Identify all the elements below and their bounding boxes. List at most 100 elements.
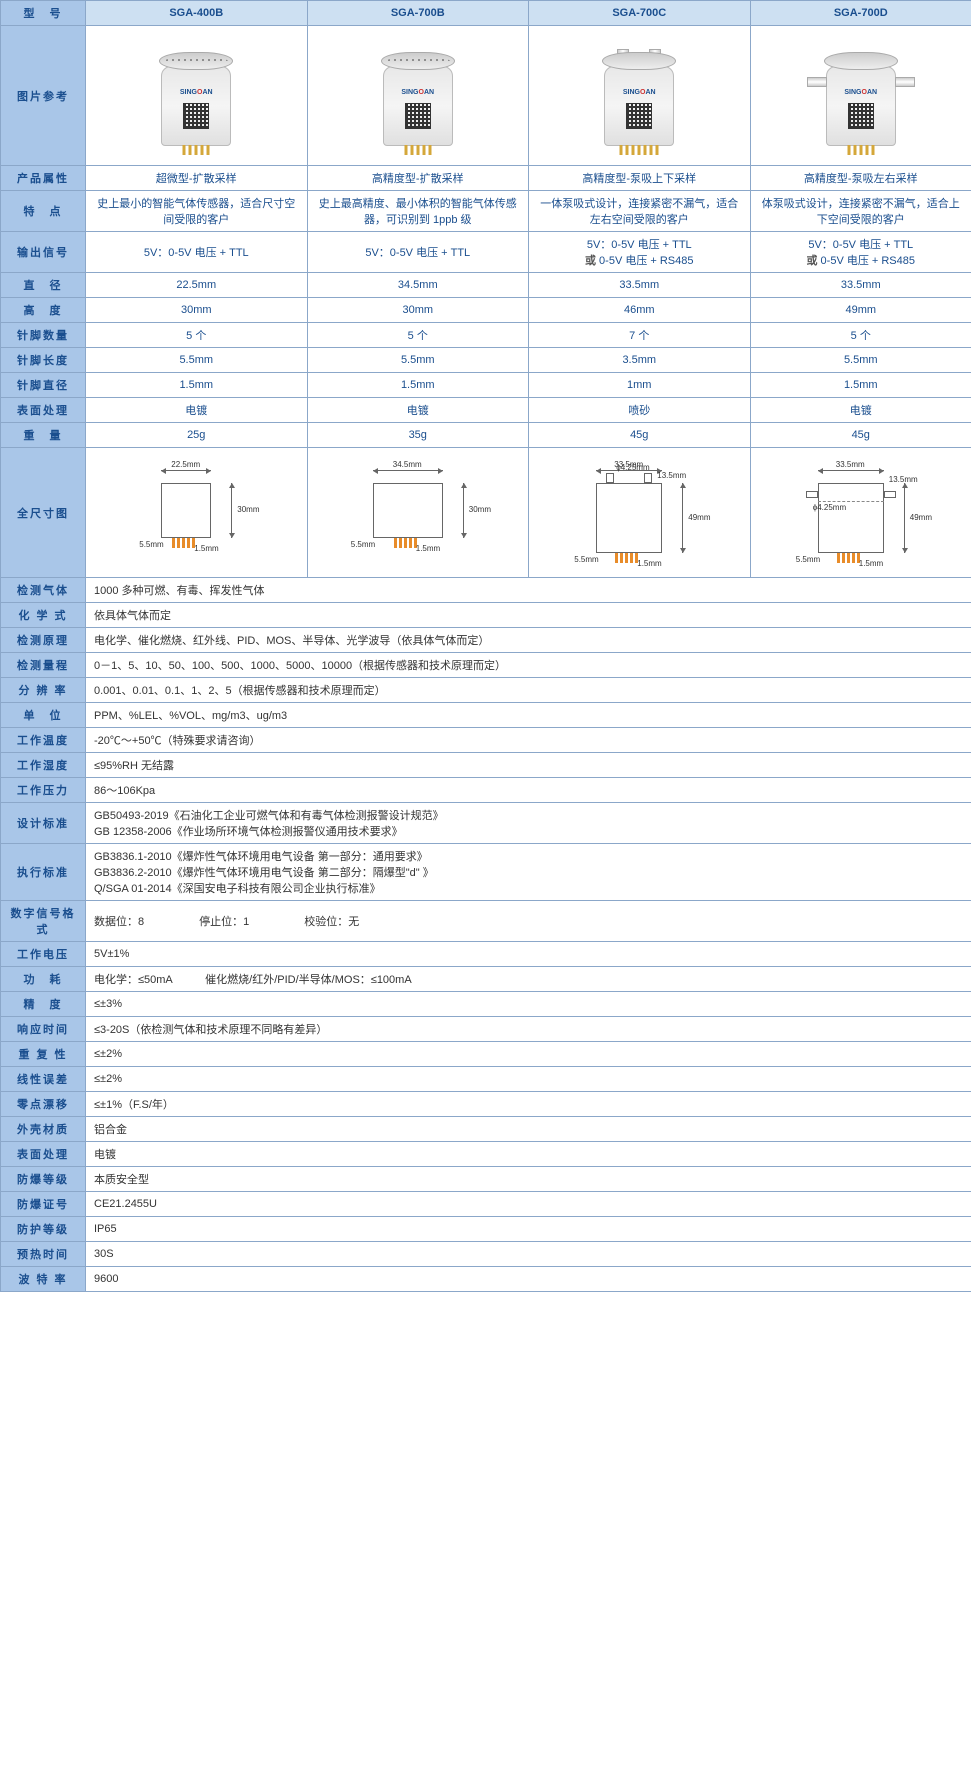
label-weight: 重 量 xyxy=(1,423,86,448)
val-formula: 依具体气体而定 xyxy=(86,603,971,628)
label-expl_cert: 防爆证号 xyxy=(1,1192,86,1217)
model-0: SGA-400B xyxy=(86,1,308,26)
output-1: 5V：0-5V 电压 + TTL xyxy=(307,232,529,273)
val-power: 电化学：≤50mA 催化燃烧/红外/PID/半导体/MOS：≤100mA xyxy=(86,967,971,992)
label-range: 检测量程 xyxy=(1,653,86,678)
label-expl_grade: 防爆等级 xyxy=(1,1167,86,1192)
label-work_temp: 工作温度 xyxy=(1,728,86,753)
label-surface2: 表面处理 xyxy=(1,1142,86,1167)
label-unit: 单 位 xyxy=(1,703,86,728)
label-pin_len: 针脚长度 xyxy=(1,348,86,373)
val-unit: PPM、%LEL、%VOL、mg/m3、ug/m3 xyxy=(86,703,971,728)
label-pin_dia: 针脚直径 xyxy=(1,373,86,398)
image-0: SINGOAN xyxy=(86,26,308,166)
val-accuracy: ≤±3% xyxy=(86,992,971,1017)
label-design_std: 设计标准 xyxy=(1,803,86,844)
val-linear: ≤±2% xyxy=(86,1067,971,1092)
label-feature: 特 点 xyxy=(1,191,86,232)
surface-0: 电镀 xyxy=(86,398,308,423)
label-height: 高 度 xyxy=(1,298,86,323)
label-accuracy: 精 度 xyxy=(1,992,86,1017)
image-3: SINGOAN xyxy=(750,26,971,166)
label-ip: 防护等级 xyxy=(1,1217,86,1242)
feature-0: 史上最小的智能气体传感器，适合尺寸空间受限的客户 xyxy=(86,191,308,232)
label-principle: 检测原理 xyxy=(1,628,86,653)
diagram-2: 33.5mm 13.5mm ϕ4.25mm 49mm 5.5mm 1.5mm xyxy=(529,448,751,578)
label-output: 输出信号 xyxy=(1,232,86,273)
output-3: 5V：0-5V 电压 + TTL或 0-5V 电压 + RS485 xyxy=(750,232,971,273)
label-pin_count: 针脚数量 xyxy=(1,323,86,348)
label-resolution: 分 辨 率 xyxy=(1,678,86,703)
val-shell: 铝合金 xyxy=(86,1117,971,1142)
label-zero: 零点漂移 xyxy=(1,1092,86,1117)
val-work_hum: ≤95%RH 无结露 xyxy=(86,753,971,778)
feature-3: 体泵吸式设计，连接紧密不漏气，适合上下空间受限的客户 xyxy=(750,191,971,232)
output-2: 5V：0-5V 电压 + TTL或 0-5V 电压 + RS485 xyxy=(529,232,751,273)
weight-2: 45g xyxy=(529,423,751,448)
val-resolution: 0.001、0.01、0.1、1、2、5（根据传感器和技术原理而定） xyxy=(86,678,971,703)
label-power: 功 耗 xyxy=(1,967,86,992)
label-exec_std: 执行标准 xyxy=(1,844,86,901)
val-gas: 1000 多种可燃、有毒、挥发性气体 xyxy=(86,578,971,603)
val-exec_std: GB3836.1-2010《爆炸性气体环境用电气设备 第一部分：通用要求》GB3… xyxy=(86,844,971,901)
val-design_std: GB50493-2019《石油化工企业可燃气体和有毒气体检测报警设计规范》GB … xyxy=(86,803,971,844)
model-2: SGA-700C xyxy=(529,1,751,26)
diagram-1: 34.5mm 30mm 5.5mm 1.5mm xyxy=(307,448,529,578)
surface-3: 电镀 xyxy=(750,398,971,423)
label-work_hum: 工作湿度 xyxy=(1,753,86,778)
label-attr: 产品属性 xyxy=(1,166,86,191)
label-repeat: 重 复 性 xyxy=(1,1042,86,1067)
label-diameter: 直 径 xyxy=(1,273,86,298)
val-work_temp: -20℃～+50℃（特殊要求请咨询） xyxy=(86,728,971,753)
val-principle: 电化学、催化燃烧、红外线、PID、MOS、半导体、光学波导（依具体气体而定） xyxy=(86,628,971,653)
pin_dia-0: 1.5mm xyxy=(86,373,308,398)
surface-2: 喷砂 xyxy=(529,398,751,423)
attr-1: 高精度型-扩散采样 xyxy=(307,166,529,191)
val-expl_grade: 本质安全型 xyxy=(86,1167,971,1192)
val-work_press: 86～106Kpa xyxy=(86,778,971,803)
diameter-1: 34.5mm xyxy=(307,273,529,298)
diagram-3: 33.5mm 13.5mm ϕ4.25mm 49mm 5.5mm 1.5mm xyxy=(750,448,971,578)
diameter-0: 22.5mm xyxy=(86,273,308,298)
pin_count-2: 7 个 xyxy=(529,323,751,348)
label-model: 型 号 xyxy=(1,1,86,26)
height-3: 49mm xyxy=(750,298,971,323)
val-response: ≤3-20S（依检测气体和技术原理不同略有差异） xyxy=(86,1017,971,1042)
surface-1: 电镀 xyxy=(307,398,529,423)
weight-0: 25g xyxy=(86,423,308,448)
pin_len-0: 5.5mm xyxy=(86,348,308,373)
label-work_volt: 工作电压 xyxy=(1,942,86,967)
label-image: 图片参考 xyxy=(1,26,86,166)
pin_len-3: 5.5mm xyxy=(750,348,971,373)
val-range: 0－1、5、10、50、100、500、1000、5000、10000（根据传感… xyxy=(86,653,971,678)
output-0: 5V：0-5V 电压 + TTL xyxy=(86,232,308,273)
height-0: 30mm xyxy=(86,298,308,323)
weight-3: 45g xyxy=(750,423,971,448)
pin_count-0: 5 个 xyxy=(86,323,308,348)
model-1: SGA-700B xyxy=(307,1,529,26)
feature-1: 史上最高精度、最小体积的智能气体传感器，可识别到 1ppb 级 xyxy=(307,191,529,232)
label-formula: 化 学 式 xyxy=(1,603,86,628)
pin_len-1: 5.5mm xyxy=(307,348,529,373)
val-baud: 9600 xyxy=(86,1267,971,1292)
feature-2: 一体泵吸式设计，连接紧密不漏气，适合左右空间受限的客户 xyxy=(529,191,751,232)
label-response: 响应时间 xyxy=(1,1017,86,1042)
attr-2: 高精度型-泵吸上下采样 xyxy=(529,166,751,191)
diameter-2: 33.5mm xyxy=(529,273,751,298)
spec-table: 型 号SGA-400BSGA-700BSGA-700CSGA-700D图片参考 … xyxy=(0,0,971,1292)
val-digital: 数据位：8 停止位：1 校验位：无 xyxy=(86,901,971,942)
label-digital: 数字信号格式 xyxy=(1,901,86,942)
val-surface2: 电镀 xyxy=(86,1142,971,1167)
val-work_volt: 5V±1% xyxy=(86,942,971,967)
val-repeat: ≤±2% xyxy=(86,1042,971,1067)
pin_dia-2: 1mm xyxy=(529,373,751,398)
model-3: SGA-700D xyxy=(750,1,971,26)
label-linear: 线性误差 xyxy=(1,1067,86,1092)
attr-3: 高精度型-泵吸左右采样 xyxy=(750,166,971,191)
val-zero: ≤±1%（F.S/年） xyxy=(86,1092,971,1117)
label-gas: 检测气体 xyxy=(1,578,86,603)
label-shell: 外壳材质 xyxy=(1,1117,86,1142)
val-expl_cert: CE21.2455U xyxy=(86,1192,971,1217)
image-1: SINGOAN xyxy=(307,26,529,166)
diameter-3: 33.5mm xyxy=(750,273,971,298)
